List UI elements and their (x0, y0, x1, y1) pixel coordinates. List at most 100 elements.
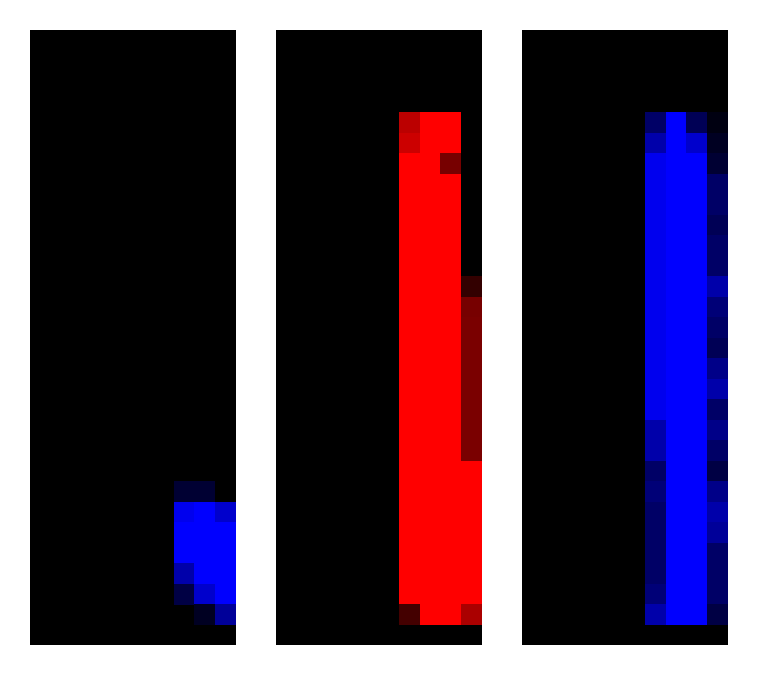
pixel-block (686, 461, 707, 482)
pixel-block (399, 133, 420, 154)
pixel-block (645, 194, 666, 215)
pixel-block (420, 317, 441, 338)
pixel-block (420, 133, 441, 154)
pixel-block (707, 256, 728, 277)
pixel-block (461, 276, 482, 297)
pixel-block (707, 317, 728, 338)
pixel-block (440, 215, 461, 236)
pixel-block (440, 297, 461, 318)
pixel-block (686, 420, 707, 441)
pixel-block (420, 358, 441, 379)
pixel-block (686, 358, 707, 379)
pixel-block (399, 420, 420, 441)
pixel-block (461, 317, 482, 338)
pixel-block (215, 502, 236, 523)
pixel-block (440, 133, 461, 154)
pixel-block (666, 502, 687, 523)
pixel-block (440, 153, 461, 174)
pixel-block (707, 584, 728, 605)
pixel-block (645, 174, 666, 195)
pixel-block (686, 379, 707, 400)
pixel-block (399, 215, 420, 236)
pixel-block (440, 461, 461, 482)
pixel-block (420, 461, 441, 482)
pixel-block (686, 112, 707, 133)
pixel-block (666, 358, 687, 379)
pixel-block (420, 502, 441, 523)
pixel-block (686, 174, 707, 195)
pixel-block (461, 297, 482, 318)
pixel-block (399, 604, 420, 625)
pixel-block (420, 256, 441, 277)
pixel-block (707, 440, 728, 461)
pixel-block (461, 358, 482, 379)
pixel-block (399, 461, 420, 482)
pixel-block (645, 276, 666, 297)
pixel-block (686, 440, 707, 461)
pixel-block (686, 297, 707, 318)
pixel-block (420, 215, 441, 236)
pixel-block (420, 399, 441, 420)
pixel-block (645, 379, 666, 400)
pixel-block (686, 338, 707, 359)
pixel-block (440, 440, 461, 461)
pixel-block (645, 502, 666, 523)
pixel-block (399, 522, 420, 543)
pixel-block (666, 133, 687, 154)
pixel-block (707, 481, 728, 502)
pixel-block (645, 543, 666, 564)
pixel-block (707, 358, 728, 379)
pixel-block (666, 481, 687, 502)
pixel-block (666, 256, 687, 277)
pixel-block (666, 440, 687, 461)
pixel-block (666, 399, 687, 420)
pixel-block (645, 358, 666, 379)
pixel-block (461, 522, 482, 543)
pixel-block (461, 502, 482, 523)
pixel-block (666, 194, 687, 215)
pixel-block (420, 584, 441, 605)
pixel-block (420, 297, 441, 318)
pixel-block (174, 543, 195, 564)
pixel-block (440, 112, 461, 133)
pixel-block (707, 420, 728, 441)
pixel-block (440, 420, 461, 441)
pixel-block (707, 604, 728, 625)
pixel-block (399, 194, 420, 215)
pixel-block (645, 215, 666, 236)
pixel-block (461, 440, 482, 461)
pixel-block (707, 174, 728, 195)
pixel-block (174, 522, 195, 543)
pixel-block (666, 379, 687, 400)
pixel-block (707, 133, 728, 154)
pixel-block (440, 502, 461, 523)
pixel-block (645, 133, 666, 154)
pixel-block (707, 522, 728, 543)
pixel-block (399, 112, 420, 133)
pixel-block (666, 338, 687, 359)
pixel-block (707, 297, 728, 318)
pixel-block (399, 543, 420, 564)
pixel-block (686, 256, 707, 277)
pixel-block (440, 563, 461, 584)
pixel-block (440, 317, 461, 338)
pixel-block (686, 133, 707, 154)
pixel-block (399, 440, 420, 461)
pixel-block (686, 399, 707, 420)
pixel-block (420, 481, 441, 502)
pixel-block (461, 338, 482, 359)
pixel-block (420, 153, 441, 174)
pixel-block (399, 174, 420, 195)
pixel-block (645, 584, 666, 605)
right-panel (522, 30, 728, 645)
pixel-block (399, 502, 420, 523)
pixel-block (686, 194, 707, 215)
pixel-block (707, 379, 728, 400)
pixel-block (215, 584, 236, 605)
pixel-block (645, 297, 666, 318)
pixel-block (194, 543, 215, 564)
pixel-block (645, 481, 666, 502)
pixel-block (194, 584, 215, 605)
pixel-block (666, 543, 687, 564)
pixel-block (707, 194, 728, 215)
